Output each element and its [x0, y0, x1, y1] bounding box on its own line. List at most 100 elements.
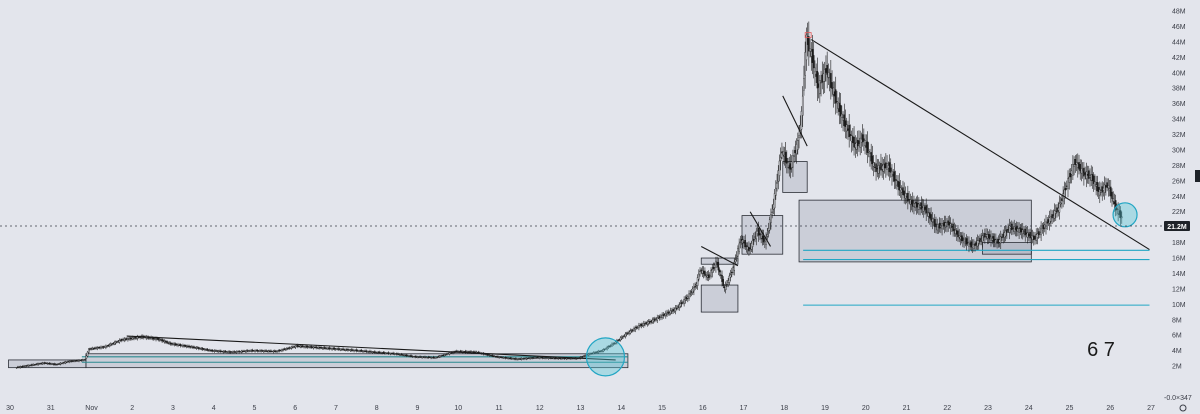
candle-body: [905, 196, 908, 198]
candle-body: [833, 91, 836, 97]
candle-body: [970, 241, 973, 248]
candle-body: [256, 349, 259, 352]
candle-body: [424, 356, 426, 358]
candle-body: [1063, 189, 1066, 199]
candle-body: [787, 162, 789, 168]
candle-body: [1040, 227, 1042, 236]
candle-body: [1056, 207, 1058, 213]
candle-body: [377, 351, 380, 353]
candle-body: [334, 348, 337, 350]
candle-body: [62, 362, 64, 364]
candle-body: [1034, 236, 1036, 240]
candle-body: [1047, 219, 1050, 223]
candle-body: [325, 347, 327, 349]
candle-body: [1096, 182, 1099, 192]
candle-body: [114, 341, 117, 344]
candle-body: [974, 243, 976, 246]
candle-body: [310, 346, 313, 348]
candle-body: [731, 271, 733, 274]
candle-body: [984, 233, 986, 238]
candle-body: [551, 357, 553, 359]
candle-body: [403, 354, 405, 356]
candle-body: [726, 283, 728, 285]
x-axis[interactable]: 30 31 Nov 2 3 4 5 6 7 8 9 10 11 12 13 14 15 16 17 18 19 20 21 2…: [6, 405, 1155, 412]
candle-body: [301, 345, 304, 348]
candle-body: [1112, 198, 1114, 202]
candle-body: [654, 318, 656, 321]
candle-body: [920, 202, 923, 210]
candle-body: [233, 351, 236, 353]
y-tick-label: 38M: [1172, 86, 1186, 93]
circles-layer: [585, 202, 1138, 377]
candle-body: [226, 351, 228, 353]
candle-body: [583, 355, 585, 357]
candle-body: [155, 338, 157, 340]
candle-body: [1023, 231, 1025, 233]
candle-body: [134, 336, 136, 339]
candle-body: [643, 323, 645, 327]
candle-body: [46, 362, 48, 365]
candle-body: [243, 350, 245, 352]
candle-body: [344, 349, 347, 351]
candle-body: [891, 170, 893, 177]
candle-body: [1020, 228, 1023, 233]
candle-body: [981, 235, 984, 243]
candle-body: [317, 347, 320, 349]
current-price-label: 21.2M: [1167, 224, 1187, 231]
candle-body: [293, 346, 295, 348]
candle-body: [861, 134, 864, 143]
gear-icon[interactable]: [1179, 404, 1187, 412]
candle-body: [177, 344, 179, 346]
x-tick-label: 18: [780, 405, 788, 412]
candle-body: [228, 351, 231, 353]
candle-body: [1031, 235, 1034, 240]
candle-body: [211, 349, 213, 352]
candle-body: [371, 351, 374, 353]
candle-body: [724, 285, 727, 291]
candle-body: [1077, 163, 1079, 169]
candle-body: [798, 135, 800, 138]
candle-body: [916, 202, 919, 208]
x-tick-label: 11: [495, 405, 502, 412]
candle-body: [35, 363, 37, 365]
candle-body: [111, 343, 113, 345]
candle-body: [962, 237, 964, 242]
candle-body: [808, 36, 810, 52]
candle-body: [162, 340, 165, 342]
candle-body: [58, 363, 61, 365]
candle-body: [77, 360, 79, 362]
candle-body: [1017, 228, 1019, 232]
candle-body: [1036, 233, 1039, 238]
candle-body: [991, 238, 993, 241]
candle-body: [386, 352, 388, 354]
candle-body: [179, 344, 182, 347]
y-tick-label: 36M: [1172, 101, 1186, 108]
candle-body: [882, 163, 885, 172]
candle-body: [690, 291, 693, 293]
candle-body: [641, 324, 644, 326]
candle-body: [629, 330, 632, 334]
candle-body: [647, 321, 650, 324]
candle-body: [850, 135, 853, 142]
candle-body: [80, 359, 83, 361]
candle-body: [669, 310, 672, 314]
candle-body: [1113, 201, 1116, 205]
candle-body: [552, 357, 555, 359]
candle-body: [350, 349, 353, 351]
candle-body: [699, 270, 701, 273]
candle-body: [930, 214, 932, 221]
candle-body: [820, 82, 822, 84]
x-tick-label: 4: [212, 405, 216, 412]
right-edge-handle[interactable]: [1195, 170, 1200, 182]
candle-body: [298, 345, 300, 347]
y-tick-label: 6M: [1172, 333, 1182, 340]
candle-body: [270, 350, 272, 352]
candle-body: [1080, 168, 1083, 174]
candle-body: [304, 346, 306, 348]
candle-body: [212, 350, 215, 352]
candle-body: [885, 162, 887, 169]
candle-body: [29, 365, 31, 367]
candle-body: [665, 312, 667, 317]
candle-body: [391, 353, 393, 355]
